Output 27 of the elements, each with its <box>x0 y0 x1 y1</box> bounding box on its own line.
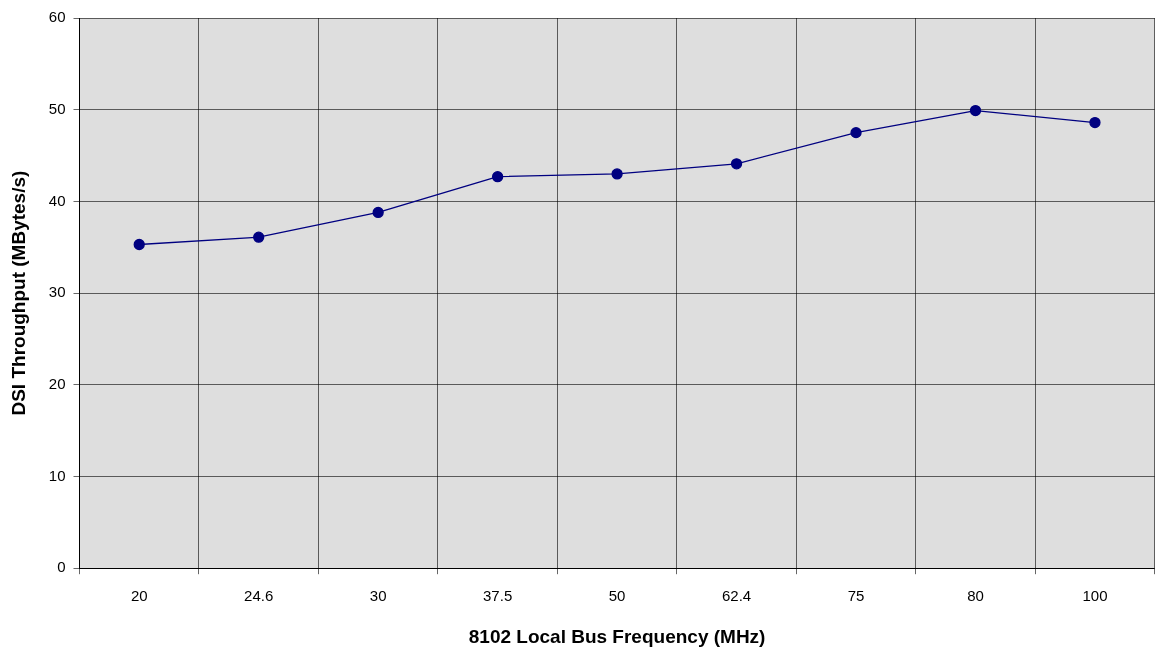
x-tick-label: 30 <box>369 587 387 605</box>
x-tick-label: 80 <box>967 587 984 605</box>
y-tick-label: 30 <box>48 283 66 301</box>
x-tick-label: 37.5 <box>483 587 513 605</box>
x-tick-label: 20 <box>130 587 148 605</box>
x-tick-label: 62.4 <box>721 587 752 605</box>
x-axis-title: 8102 Local Bus Frequency (MHz) <box>468 625 766 647</box>
y-tick-label: 60 <box>48 8 66 26</box>
point <box>1089 116 1101 129</box>
point <box>372 206 384 219</box>
y-tick-label: 0 <box>57 558 66 576</box>
point <box>253 231 265 243</box>
point <box>491 170 504 183</box>
point <box>611 168 623 180</box>
x-tick-label: 24.6 <box>244 587 274 605</box>
point <box>969 104 982 117</box>
y-tick-label: 10 <box>48 466 66 484</box>
y-tick-label: 40 <box>48 191 66 209</box>
y-axis-title: DSI Throughput (MBytes/s) <box>7 170 29 416</box>
y-tick-label: 50 <box>48 99 66 117</box>
x-tick-label: 50 <box>608 587 626 605</box>
x-tick-label: 100 <box>1082 587 1108 605</box>
point <box>133 238 145 251</box>
x-tick-label: 75 <box>847 587 865 605</box>
point <box>850 126 862 139</box>
point <box>730 158 743 170</box>
y-tick-label: 20 <box>48 374 66 392</box>
